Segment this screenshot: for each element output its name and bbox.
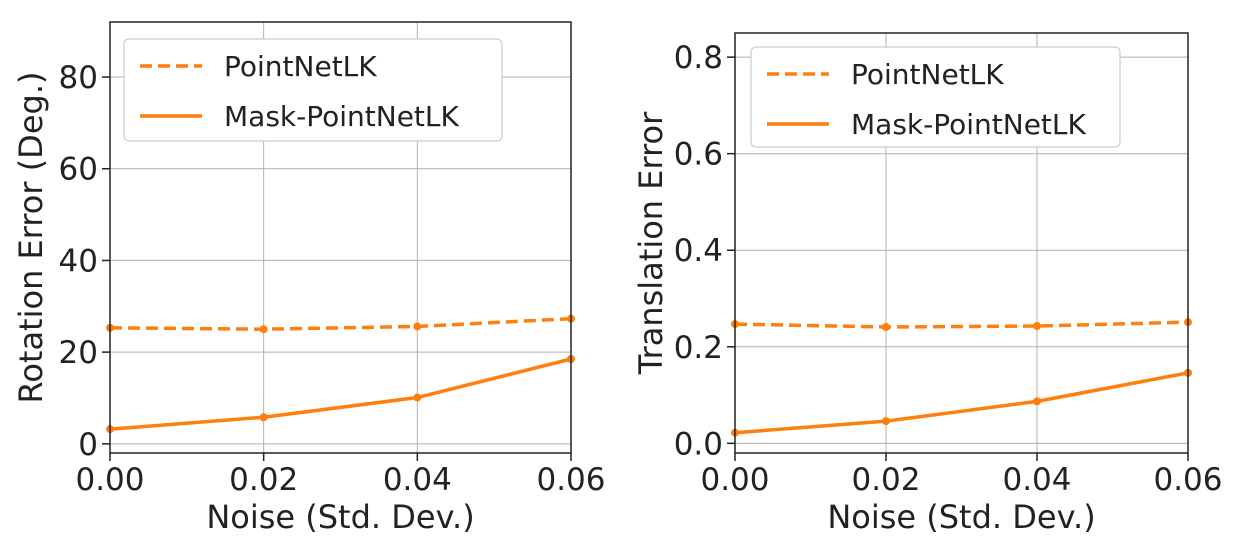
series-line-pointnetlk	[734, 320, 1189, 329]
plot-frame	[734, 32, 1189, 454]
x-tick-label: 0.02	[851, 462, 920, 498]
x-tick-label: 0.00	[75, 462, 144, 498]
data-point	[259, 325, 268, 334]
x-tick-label: 0.04	[383, 462, 452, 498]
data-point	[259, 413, 268, 422]
x-axis-label: Noise (Std. Dev.)	[827, 498, 1095, 536]
y-tick-label: 0.2	[674, 330, 723, 366]
series-line-mask-pointnetlk	[734, 371, 1189, 435]
y-tick-label: 0.6	[674, 137, 723, 173]
x-tick-label: 0.06	[536, 462, 605, 498]
legend-label: PointNetLK	[224, 50, 377, 83]
series-line-pointnetlk	[109, 316, 572, 331]
y-tick-label: 0.4	[674, 233, 723, 269]
plot-frame	[109, 21, 572, 454]
legend-box	[123, 38, 503, 142]
data-point	[882, 323, 890, 331]
y-tick-label: 40	[59, 243, 98, 279]
chart-panel-2: 0.00 0.02 0.04 0.06 0.0 0.2 0.4 0.6 0.8 Noise (St…	[632, 32, 1223, 536]
data-point	[1033, 397, 1041, 406]
x-tick-label: 0.04	[1002, 462, 1071, 498]
chart-panel-1: 0.00 0.02 0.04 0.06 0 20 40 60 80 Noise (Std. Dev…	[12, 21, 606, 536]
y-tick-label: 60	[59, 152, 98, 188]
y-tick-label: 0.8	[674, 40, 723, 76]
y-axis-label: Translation Error	[632, 111, 670, 375]
data-point	[1033, 322, 1041, 331]
y-tick-label: 0.0	[674, 426, 723, 462]
legend: PointNetLK Mask-PointNetLK	[123, 38, 503, 142]
y-tick-label: 0	[78, 427, 98, 463]
y-tick-label: 80	[59, 60, 98, 96]
x-tick-label: 0.06	[1153, 462, 1222, 498]
legend-label: Mask-PointNetLK	[851, 108, 1086, 141]
y-tick-label: 20	[59, 335, 98, 371]
x-tick-label: 0.00	[700, 462, 769, 498]
y-axis-label: Rotation Error (Deg.)	[12, 72, 50, 404]
x-axis-label: Noise (Std. Dev.)	[206, 498, 474, 536]
legend: PointNetLK Mask-PointNetLK	[750, 46, 1121, 148]
x-tick-label: 0.02	[229, 462, 298, 498]
legend-box	[750, 46, 1121, 148]
data-point	[882, 417, 890, 426]
legend-label: Mask-PointNetLK	[224, 100, 459, 133]
data-point	[413, 393, 422, 402]
legend-label: PointNetLK	[851, 58, 1004, 91]
data-point	[413, 322, 422, 331]
series-line-mask-pointnetlk	[109, 357, 572, 431]
